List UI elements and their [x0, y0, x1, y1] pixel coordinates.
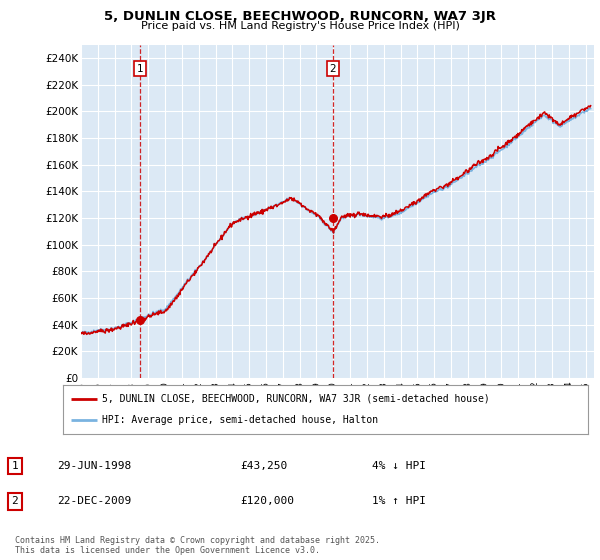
Text: Price paid vs. HM Land Registry's House Price Index (HPI): Price paid vs. HM Land Registry's House … [140, 21, 460, 31]
Text: £43,250: £43,250 [240, 461, 287, 471]
Text: 1% ↑ HPI: 1% ↑ HPI [372, 496, 426, 506]
Text: 1: 1 [11, 461, 19, 471]
Text: 5, DUNLIN CLOSE, BEECHWOOD, RUNCORN, WA7 3JR (semi-detached house): 5, DUNLIN CLOSE, BEECHWOOD, RUNCORN, WA7… [103, 394, 490, 404]
Text: £120,000: £120,000 [240, 496, 294, 506]
Text: 2: 2 [11, 496, 19, 506]
Text: 29-JUN-1998: 29-JUN-1998 [57, 461, 131, 471]
Text: 2: 2 [329, 64, 336, 74]
Text: 22-DEC-2009: 22-DEC-2009 [57, 496, 131, 506]
Text: HPI: Average price, semi-detached house, Halton: HPI: Average price, semi-detached house,… [103, 415, 379, 425]
Text: 5, DUNLIN CLOSE, BEECHWOOD, RUNCORN, WA7 3JR: 5, DUNLIN CLOSE, BEECHWOOD, RUNCORN, WA7… [104, 10, 496, 23]
Text: Contains HM Land Registry data © Crown copyright and database right 2025.
This d: Contains HM Land Registry data © Crown c… [15, 536, 380, 556]
Text: 4% ↓ HPI: 4% ↓ HPI [372, 461, 426, 471]
Text: 1: 1 [136, 64, 143, 74]
